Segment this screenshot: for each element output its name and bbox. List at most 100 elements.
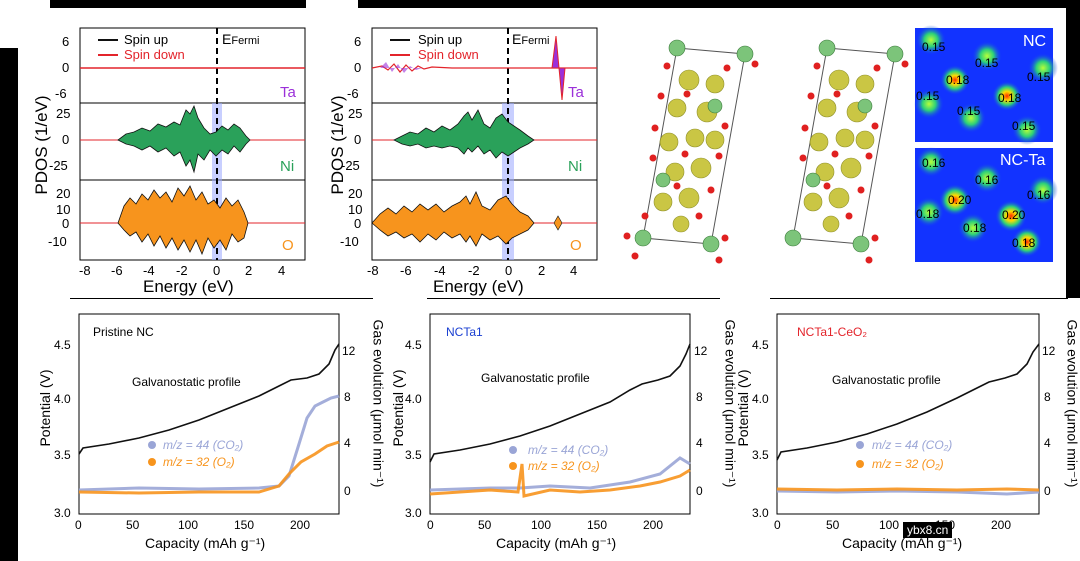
gas3-yl-tick-0: 4.5 (752, 338, 769, 352)
heatmap-nc-value-2: 0.18 (946, 73, 970, 87)
pdos1-ta-tick-2: -6 (55, 86, 67, 101)
heatmap-nc-value-3: 0.15 (1027, 70, 1051, 84)
heatmap-ncta (914, 147, 1058, 262)
heatmap-ncta-value-5: 0.16 (1027, 188, 1051, 202)
pdos1-ni-tick-0: 25 (56, 106, 71, 121)
heatmap-nc-value-0: 0.15 (922, 40, 946, 54)
gas3-x-tick-4: 200 (991, 518, 1012, 532)
pdos2-ta-label: Ta (568, 84, 584, 101)
pdos1-o-tick-0: 20 (56, 186, 71, 201)
pdos2-o-tick-0: 20 (348, 186, 363, 201)
gas3-yr-tick-0: 12 (1042, 344, 1056, 358)
pdos2-plot (371, 27, 598, 261)
gas2-plot (429, 313, 691, 515)
watermark: ybx8.cn (903, 522, 953, 538)
crystal-structure-nc (623, 39, 759, 264)
pdos1-fermi-E: E (222, 31, 232, 47)
pdos2-x-tick-4: 0 (505, 263, 513, 278)
pdos1-ta-label: Ta (280, 84, 296, 101)
pdos1-fermi-sub: Fermi (231, 35, 260, 47)
pdos2-x-tick-5: 2 (538, 263, 546, 278)
pdos1-legend-down: Spin down (124, 47, 185, 62)
gas2-title: NCTa1 (446, 325, 483, 339)
gas1-title: Pristine NC (93, 325, 154, 339)
pdos1-ni-label: Ni (280, 158, 295, 175)
gas1-yl-tick-2: 3.5 (54, 448, 71, 462)
gas2-legend-o2: m/z = 32 (O₂) (528, 459, 600, 473)
gas1-x-tick-1: 50 (126, 518, 140, 532)
gas3-x-tick-2: 100 (879, 518, 900, 532)
gas3-legend-o2: m/z = 32 (O₂) (872, 457, 944, 471)
pdos1-o-label: O (282, 237, 294, 254)
gas2-x-tick-1: 50 (478, 518, 492, 532)
gas1-yl-tick-1: 4.0 (54, 392, 71, 406)
pdos2-x-title: Energy (eV) (433, 277, 524, 296)
heatmap-ncta-title: NC-Ta (1000, 152, 1046, 169)
gas2-yr-tick-0: 12 (694, 344, 708, 358)
heatmap-ncta-value-3: 0.18 (916, 207, 940, 221)
crystal-structure-ncta (784, 39, 909, 264)
pdos1-x-tick-0: -8 (79, 263, 91, 278)
heatmap-nc-title: NC (1023, 33, 1047, 50)
pdos1-x-tick-2: -4 (143, 263, 155, 278)
pdos1-ta-tick-1: 0 (62, 60, 70, 75)
frame-top-right (358, 0, 1080, 8)
gas3-profile-label: Galvanostatic profile (832, 373, 941, 387)
pdos2-x-tick-2: -4 (434, 263, 446, 278)
pdos2-ni-tick-0: 25 (348, 106, 363, 121)
gas1-legend-co2: m/z = 44 (CO₂) (163, 438, 244, 452)
gas1-x-tick-2: 100 (178, 518, 199, 532)
gas3-x-tick-0: 0 (774, 518, 781, 532)
pdos2-x-tick-6: 4 (570, 263, 578, 278)
pdos2-legend-down: Spin down (418, 47, 479, 62)
gas1-yr-tick-0: 12 (342, 344, 356, 358)
gas1-y-left-title: Potential (V) (37, 369, 53, 447)
heatmap-nc-value-6: 0.15 (957, 104, 981, 118)
gas3-yl-tick-2: 3.5 (752, 448, 769, 462)
gas2-y-left-title: Potential (V) (390, 369, 406, 447)
pdos1-o-tick-3: -10 (48, 234, 67, 249)
gas1-plot (78, 313, 340, 515)
pdos2-ni-label: Ni (568, 158, 583, 175)
pdos2-legend-up: Spin up (418, 32, 463, 47)
gas2-x-title: Capacity (mAh g⁻¹) (496, 535, 617, 551)
pdos2-fermi-E: E (512, 31, 522, 47)
pdos1-x-tick-6: 4 (278, 263, 286, 278)
pdos1-plot (79, 27, 306, 261)
separator-1 (70, 298, 373, 299)
pdos2-fermi-sub: Fermi (521, 35, 550, 47)
gas2-profile-label: Galvanostatic profile (481, 371, 590, 385)
gas1-yl-tick-3: 3.0 (54, 506, 71, 520)
separator-3 (770, 298, 1068, 299)
gas3-plot (776, 313, 1040, 515)
pdos2-ni-tick-2: -25 (341, 158, 360, 173)
gas1-x-tick-0: 0 (75, 518, 82, 532)
heatmap-ncta-value-6: 0.18 (963, 221, 987, 235)
pdos2-ta-tick-1: 0 (354, 60, 362, 75)
heatmap-nc (914, 25, 1058, 145)
pdos2-o-tick-3: -10 (340, 234, 359, 249)
heatmap-ncta-value-2: 0.20 (948, 193, 972, 207)
heatmap-ncta-value-0: 0.16 (922, 156, 946, 170)
gas2-yl-tick-3: 3.0 (405, 506, 422, 520)
gas2-yr-tick-3: 0 (696, 484, 703, 498)
gas2-yr-tick-1: 8 (696, 390, 703, 404)
gas2-x-tick-2: 100 (531, 518, 552, 532)
gas1-x-title: Capacity (mAh g⁻¹) (145, 535, 266, 551)
pdos2-x-tick-0: -8 (367, 263, 379, 278)
pdos1-x-tick-4: 0 (213, 263, 221, 278)
gas2-x-tick-0: 0 (427, 518, 434, 532)
gas1-x-tick-3: 150 (234, 518, 255, 532)
gas3-title: NCTa1-CeO₂ (797, 325, 868, 339)
gas2-x-tick-3: 150 (587, 518, 608, 532)
pdos2-ni-tick-1: 0 (354, 132, 362, 147)
pdos2-x-tick-3: -2 (468, 263, 480, 278)
pdos2-x-tick-1: -6 (400, 263, 412, 278)
gas2-legend-co2: m/z = 44 (CO₂) (528, 443, 609, 457)
gas3-legend-co2: m/z = 44 (CO₂) (872, 438, 953, 452)
heatmap-ncta-value-1: 0.16 (975, 173, 999, 187)
pdos1-ni-tick-2: -25 (49, 158, 68, 173)
pdos1-x-title: Energy (eV) (143, 277, 234, 296)
pdos2-o-tick-1: 10 (348, 202, 363, 217)
pdos1-fermi-label: EFermi (222, 31, 259, 47)
